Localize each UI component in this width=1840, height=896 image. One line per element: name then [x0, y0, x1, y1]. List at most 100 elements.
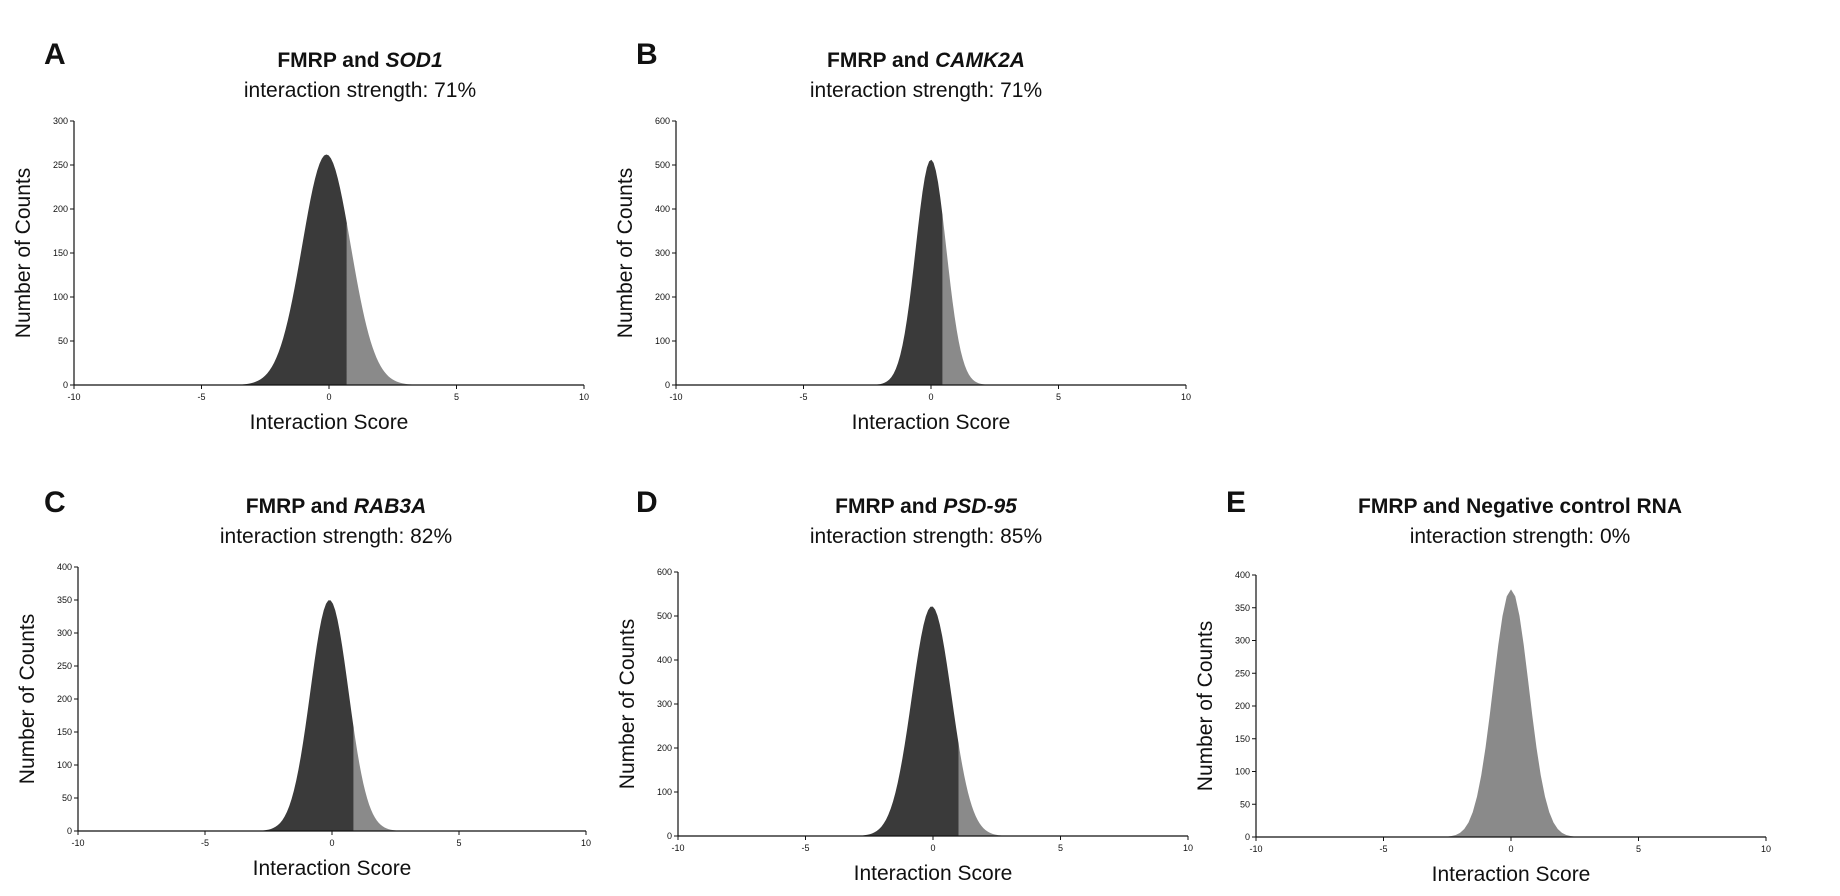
y-tick-label: 100 [1235, 767, 1250, 777]
x-axis-label: Interaction Score [852, 411, 1011, 434]
x-tick-label: 5 [456, 838, 461, 848]
y-axis-label: Number of Counts [12, 168, 35, 338]
x-tick-label: 10 [579, 392, 589, 402]
x-axis-label: Interaction Score [253, 857, 412, 880]
distribution-area-above-threshold [942, 214, 1186, 385]
histogram-plot: -10 -5 0 5 10050100150200250300350400Interac… [16, 562, 591, 880]
x-tick-label: -5 [1379, 844, 1387, 854]
y-tick-label: 400 [655, 204, 670, 214]
panel-title: FMRP and Negative control RNA interactio… [1320, 492, 1720, 552]
y-tick-label: 300 [53, 116, 68, 126]
y-tick-label: 0 [63, 380, 68, 390]
y-tick-label: 500 [655, 160, 670, 170]
distribution-area-below-threshold [74, 154, 347, 385]
y-tick-label: 0 [67, 826, 72, 836]
x-tick-label: 10 [581, 838, 591, 848]
y-tick-label: 100 [57, 760, 72, 770]
distribution-area-below-threshold [676, 159, 943, 385]
y-tick-label: 350 [1235, 603, 1250, 613]
x-tick-label: 0 [1508, 844, 1513, 854]
y-tick-label: 250 [53, 160, 68, 170]
histogram-plot: -10 -5 0 5 100100200300400500600Interaction … [616, 567, 1193, 885]
y-tick-label: 50 [1240, 799, 1250, 809]
y-tick-label: 300 [1235, 636, 1250, 646]
x-tick-label: 0 [329, 838, 334, 848]
panel-subtitle: interaction strength: 71% [809, 79, 1043, 102]
y-tick-label: 150 [53, 248, 68, 258]
x-tick-label: -10 [67, 392, 80, 402]
x-tick-label: -10 [669, 392, 682, 402]
y-tick-label: 400 [1235, 570, 1250, 580]
x-tick-label: 5 [1058, 843, 1063, 853]
y-axis-label: Number of Counts [614, 168, 637, 338]
y-tick-label: 50 [58, 336, 68, 346]
distribution-area-above-threshold [958, 743, 1188, 836]
panel-title: FMRP and SOD1 interaction strength: 71% [200, 46, 520, 106]
y-tick-label: 200 [657, 743, 672, 753]
title-prefix: FMRP and [277, 49, 386, 72]
panel-subtitle: interaction strength: 82% [219, 525, 453, 548]
y-tick-label: 200 [53, 204, 68, 214]
panel-letter: E [1226, 486, 1247, 519]
panel-title: FMRP and PSD-95 interaction strength: 85… [776, 492, 1076, 552]
panel-subtitle: interaction strength: 0% [1409, 525, 1631, 548]
x-tick-label: -10 [671, 843, 684, 853]
y-tick-label: 100 [655, 336, 670, 346]
y-tick-label: 0 [1245, 832, 1250, 842]
y-axis-label: Number of Counts [616, 619, 639, 789]
panel-letter: C [44, 486, 66, 519]
x-axis-label: Interaction Score [854, 862, 1013, 885]
x-tick-label: 0 [928, 392, 933, 402]
y-tick-label: 50 [62, 793, 72, 803]
distribution-area-above-threshold [1256, 589, 1766, 837]
y-axis-label: Number of Counts [1194, 621, 1217, 791]
y-tick-label: 250 [1235, 668, 1250, 678]
x-tick-label: -5 [799, 392, 807, 402]
x-tick-label: 0 [930, 843, 935, 853]
y-tick-label: 200 [1235, 701, 1250, 711]
x-tick-label: 10 [1181, 392, 1191, 402]
title-prefix: FMRP and [827, 49, 936, 72]
distribution-area-above-threshold [353, 727, 586, 831]
x-tick-label: -5 [801, 843, 809, 853]
panel-letter: B [636, 38, 658, 71]
x-tick-label: -5 [201, 838, 209, 848]
y-tick-label: 600 [655, 116, 670, 126]
panel-subtitle: interaction strength: 71% [243, 79, 477, 102]
y-tick-label: 300 [57, 628, 72, 638]
y-tick-label: 300 [655, 248, 670, 258]
distribution-area-below-threshold [678, 606, 959, 836]
x-axis-label: Interaction Score [1432, 863, 1591, 886]
y-tick-label: 350 [57, 595, 72, 605]
x-tick-label: 5 [1636, 844, 1641, 854]
gene-name: PSD-95 [943, 495, 1017, 518]
y-tick-label: 0 [665, 380, 670, 390]
y-tick-label: 400 [657, 655, 672, 665]
x-tick-label: 0 [326, 392, 331, 402]
y-tick-label: 150 [57, 727, 72, 737]
y-tick-label: 150 [1235, 734, 1250, 744]
y-tick-label: 100 [53, 292, 68, 302]
panel-title: FMRP and RAB3A interaction strength: 82% [186, 492, 486, 552]
y-tick-label: 500 [657, 611, 672, 621]
histogram-plot: -10 -5 0 5 100100200300400500600Interaction … [614, 116, 1191, 434]
panel-title: FMRP and CAMK2A interaction strength: 71… [776, 46, 1076, 106]
y-tick-label: 200 [57, 694, 72, 704]
x-tick-label: 5 [454, 392, 459, 402]
y-tick-label: 100 [657, 787, 672, 797]
x-tick-label: -10 [1249, 844, 1262, 854]
x-tick-label: -10 [71, 838, 84, 848]
distribution-area-above-threshold [346, 223, 584, 385]
histogram-plot: -10 -5 0 5 10050100150200250300350400Interac… [1194, 570, 1771, 886]
y-tick-label: 200 [655, 292, 670, 302]
gene-name: SOD1 [385, 49, 443, 72]
x-tick-label: 10 [1183, 843, 1193, 853]
y-tick-label: 0 [667, 831, 672, 841]
y-tick-label: 400 [57, 562, 72, 572]
panel-letter: A [44, 38, 66, 71]
x-tick-label: 5 [1056, 392, 1061, 402]
gene-name: RAB3A [353, 495, 427, 518]
title-prefix: FMRP and [835, 495, 944, 518]
y-axis-label: Number of Counts [16, 614, 39, 784]
